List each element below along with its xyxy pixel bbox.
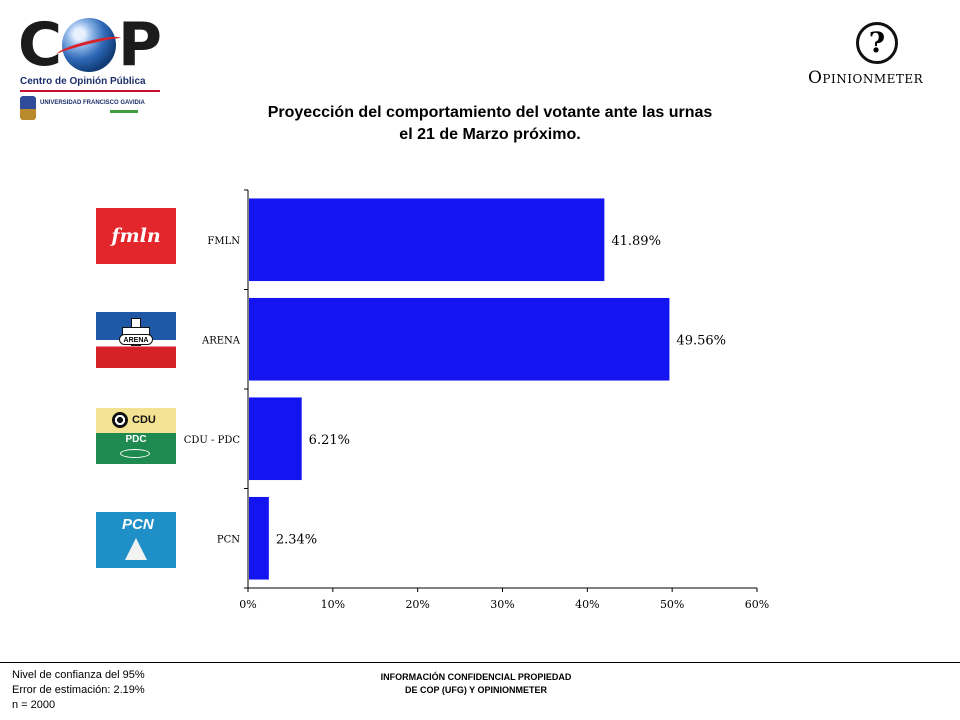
chart-title-line-2: el 21 de Marzo próximo. [399,126,581,143]
pcn-logo: PCN [96,512,176,568]
ufg-emblem-icon [20,96,36,120]
x-tick-label-4: 40% [575,598,599,611]
cop-divider [20,90,160,92]
bar-0 [249,198,605,282]
data-label-1: 49.56% [676,333,726,348]
error-note: Error de estimación: 2.19% [12,684,145,696]
chart-title: Proyección del comportamiento del votant… [160,102,820,146]
data-label-2: 6.21% [309,433,350,448]
category-label-1: ARENA [201,335,241,346]
x-tick-label-2: 20% [405,598,429,611]
globe-icon [62,18,117,72]
cop-subtitle: Centro de Opinión Pública [20,76,146,87]
cop-wordmark: C P [18,10,162,80]
bars-group [249,198,670,580]
sample-size-note: n = 2000 [12,699,56,711]
data-label-0: 41.89% [611,234,661,249]
cdu-pdc-logo: CDU PDC [96,408,176,464]
chart-title-line-1: Proyección del comportamiento del votant… [267,104,713,121]
x-tick-label-5: 50% [660,598,684,611]
ufg-accent-bar [110,110,138,113]
fmln-logo-text: fmln [111,225,161,247]
confidential-line-1: INFORMACIÓN CONFIDENCIAL PROPIEDAD [380,672,572,682]
fmln-logo: fmln [96,208,176,264]
ufg-name: UNIVERSIDAD FRANCISCO GAVIDIA [40,100,145,106]
cop-letter-p: P [118,10,162,80]
data-label-3: 2.34% [276,532,317,547]
bar-2 [249,397,302,481]
confidence-note: Nivel de confianza del 95% [12,669,145,681]
fish-icon [120,449,150,458]
confidential-line-2: DE COP (UFG) Y OPINIONMETER [404,685,548,695]
methodology-notes: Nivel de confianza del 95% Error de esti… [12,668,145,713]
target-icon [112,412,128,428]
opinionmeter-logo: ? Opinionmeter [800,20,956,94]
opinionmeter-wordmark: Opinionmeter [808,68,924,88]
x-tick-label-1: 10% [321,598,345,611]
x-tick-label-0: 0% [239,598,256,611]
category-label-2: CDU - PDC [184,435,241,446]
pdc-logo-text: PDC [125,434,147,445]
x-tick-label-6: 60% [745,598,769,611]
confidential-notice: INFORMACIÓN CONFIDENCIAL PROPIEDAD DE CO… [300,671,652,697]
arena-logo-text: ARENA [119,334,153,345]
axes-group: FMLN 41.89% ARENA 49.56% CDU - PDC 6.21% PCN 2.… [184,189,769,611]
bar-1 [249,297,670,381]
pcn-logo-text: PCN [122,516,154,533]
category-label-0: FMLN [207,236,240,247]
category-label-3: PCN [217,534,240,545]
footer-divider [0,662,960,663]
bar-3 [249,496,269,580]
x-tick-label-3: 30% [490,598,514,611]
question-mark-icon: ? [856,22,898,64]
cop-letter-c: C [18,10,62,80]
cdu-logo-text: CDU [132,414,156,426]
cop-logo: C P Centro de Opinión Pública UNIVERSIDA… [14,14,164,122]
triangle-icon [125,538,147,560]
arena-logo: ARENA [96,312,176,368]
